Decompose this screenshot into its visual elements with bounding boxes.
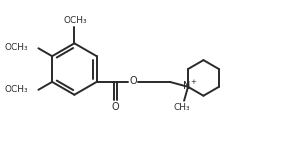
Text: CH₃: CH₃ — [174, 103, 190, 112]
Text: OCH₃: OCH₃ — [64, 16, 87, 25]
Text: +: + — [190, 79, 196, 85]
Text: N: N — [183, 81, 191, 91]
Text: O: O — [112, 102, 119, 112]
Text: OCH₃: OCH₃ — [5, 85, 29, 94]
Text: O: O — [129, 76, 137, 86]
Text: OCH₃: OCH₃ — [5, 43, 29, 52]
